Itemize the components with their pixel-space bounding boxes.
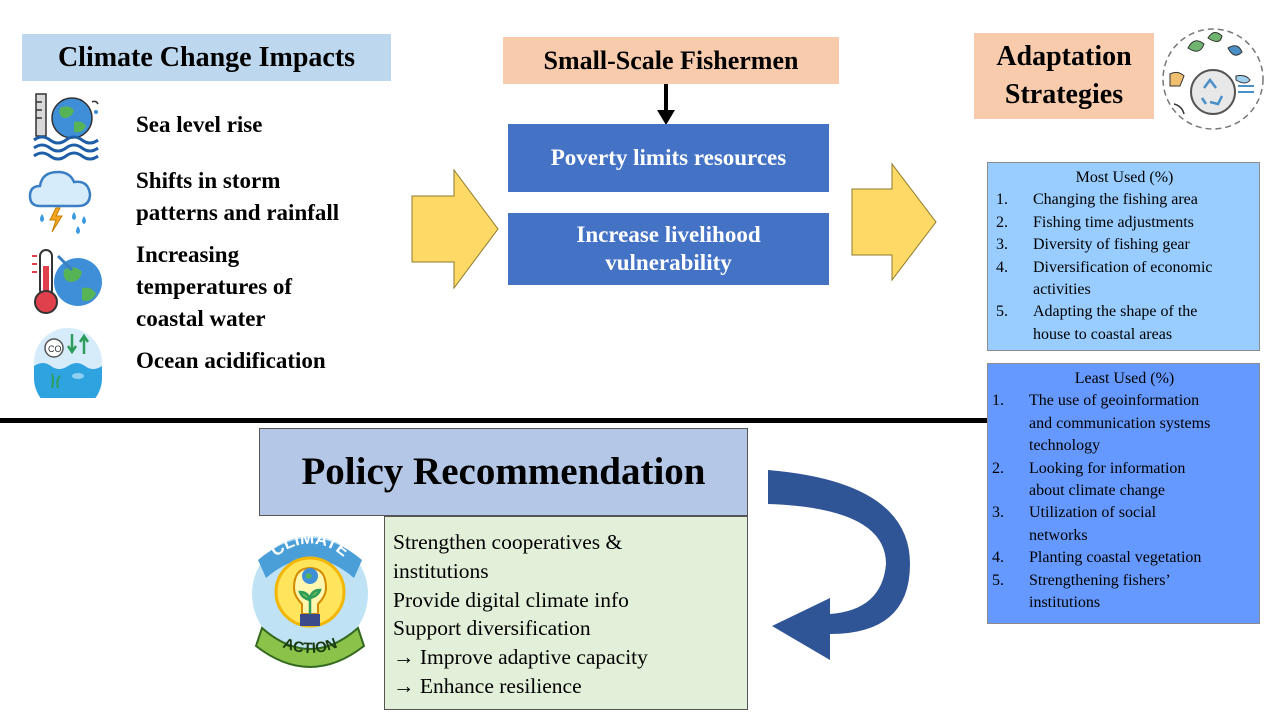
section-divider	[0, 418, 987, 423]
adaptation-header: Adaptation Strategies	[974, 33, 1154, 119]
adaptation-strategies-icon	[1162, 28, 1264, 130]
least-used-box: Least Used (%) 1. The use of geoinformati…	[987, 363, 1260, 624]
fishermen-header: Small-Scale Fishermen	[503, 37, 839, 84]
ocean-acidification-icon: CO	[34, 328, 102, 398]
impact-label-sea-level: Sea level rise	[136, 112, 263, 137]
least-used-list: 1. The use of geoinformation and communica…	[992, 390, 1253, 614]
right-block-arrow-2	[851, 162, 937, 282]
badge-bottom-text: ACTION	[281, 635, 340, 657]
impact-label-storm: Shifts in storm patterns and rainfall	[136, 168, 340, 225]
policy-item: Provide digital climate info	[393, 587, 629, 612]
policy-title: Policy Recommendation	[259, 428, 748, 516]
list-item: 5. Strengthening fishers’ institutions	[992, 571, 1171, 612]
list-item: 3. Utilization of social networks	[992, 504, 1157, 544]
least-used-title: Least Used (%)	[1074, 370, 1175, 387]
list-item: 4. Diversification of economic activities	[996, 258, 1213, 299]
most-used-title: Most Used (%)	[1075, 169, 1174, 186]
list-item: 1. Changing the fishing area	[996, 191, 1198, 209]
thermometer-globe-icon	[32, 249, 102, 314]
impact-label-acidification: Ocean acidification	[136, 348, 326, 373]
list-item: 2. Looking for information about climate c…	[992, 459, 1186, 500]
most-used-list: 1. Changing the fishing area 2. Fishing ti…	[996, 189, 1253, 346]
policy-item: Strengthen cooperatives &	[393, 530, 623, 554]
vulnerability-box: Increase livelihood vulnerability	[508, 213, 829, 285]
climate-impacts-header: Climate Change Impacts	[22, 34, 391, 81]
list-item: 3. Diversity of fishing gear	[996, 236, 1190, 254]
list-item: 2. Fishing time adjustments	[996, 213, 1194, 231]
policy-item: → Improve adaptive capacity	[393, 645, 648, 670]
storm-rain-icon	[28, 170, 92, 234]
most-used-box: Most Used (%) 1. Changing the fishing are…	[987, 162, 1260, 351]
climate-action-lightbulb-icon	[274, 556, 346, 628]
policy-list-box: Strengthen cooperatives & institutions P…	[384, 516, 748, 710]
curved-return-arrow	[768, 470, 910, 660]
sea-level-rise-icon	[33, 93, 99, 161]
climate-action-badge: CLIMATE ACTION	[252, 528, 368, 668]
down-arrow	[657, 84, 675, 125]
poverty-box: Poverty limits resources	[508, 124, 829, 192]
right-block-arrow	[411, 168, 499, 290]
policy-item: institutions	[393, 558, 489, 583]
list-item: 4. Planting coastal vegetation	[992, 549, 1202, 567]
list-item: 1. The use of geoinformation and communica…	[992, 392, 1211, 455]
policy-item: Support diversification	[393, 616, 591, 641]
impact-label-temperature: Increasing temperatures of coastal water	[136, 242, 293, 331]
list-item: 5. Adapting the shape of the house to coas…	[996, 303, 1198, 343]
policy-item: → Enhance resilience	[393, 673, 582, 698]
svg-text:ACTION: ACTION	[281, 635, 340, 657]
svg-text:CO: CO	[48, 344, 62, 354]
